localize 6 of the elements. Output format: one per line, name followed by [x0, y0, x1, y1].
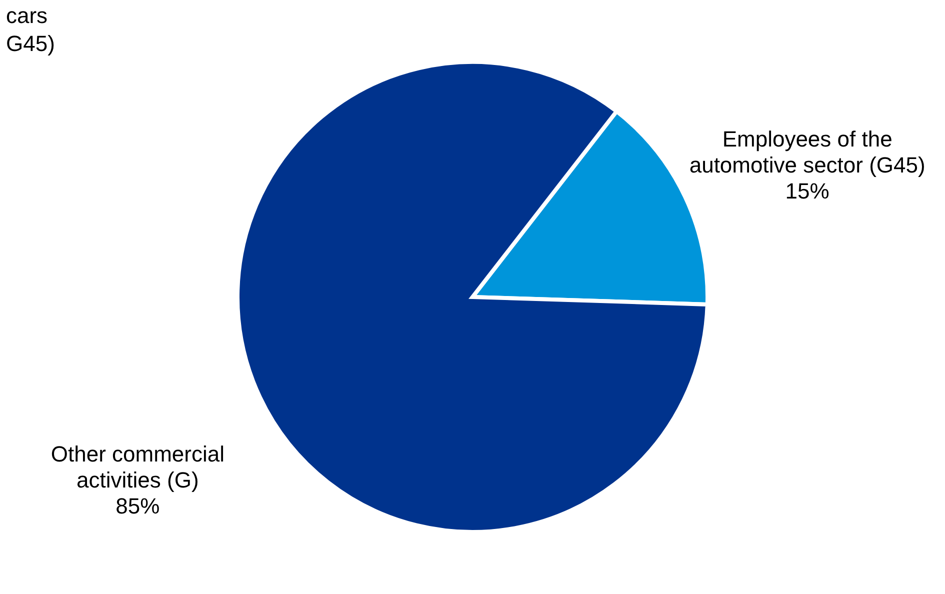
text: cars: [6, 3, 48, 28]
slice-label: Other commercial activities (G): [50, 441, 224, 492]
data-label: 15%: [785, 178, 830, 204]
slice-label: Employees of the automotive sector (G45): [689, 126, 926, 178]
text: G45): [6, 31, 55, 56]
data-label: 85%: [116, 493, 160, 518]
